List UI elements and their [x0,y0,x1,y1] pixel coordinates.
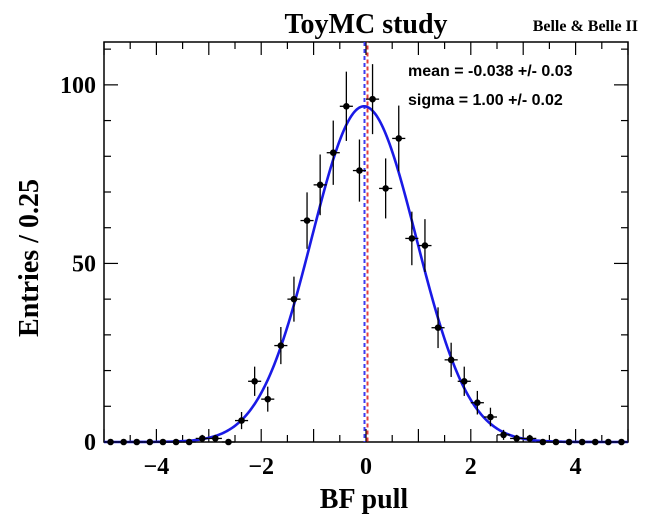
data-point [143,438,157,446]
y-tick-label: 0 [84,430,96,456]
data-point-marker [107,438,114,446]
data-point-marker [552,438,560,446]
x-tick-label: −2 [248,454,274,480]
data-point [431,307,445,349]
x-axis-label: BF pull [320,484,409,515]
data-point [614,438,628,446]
data-point [195,434,209,442]
data-point-marker [316,181,324,189]
x-tick-label: −4 [144,454,170,480]
data-point [601,438,615,446]
data-point [300,192,314,249]
data-point [248,366,262,396]
data-point [470,390,484,415]
data-point-marker [146,438,154,446]
data-point-marker [369,95,376,103]
data-point [562,438,576,446]
data-point [287,276,301,322]
data-point-marker [539,438,547,446]
annotation-sigma: sigma = 1.00 +/- 0.02 [408,92,563,109]
y-tick-label: 100 [60,73,96,99]
data-point-marker [591,438,599,446]
data-point-marker [565,438,573,446]
data-point-marker [513,435,520,442]
data-point [379,158,393,219]
data-point [457,366,471,396]
data-point [221,438,235,446]
data-point [444,342,458,377]
data-point [326,120,340,185]
data-point-marker [526,435,534,442]
data-point-marker [185,438,193,446]
data-point [536,438,550,446]
data-point [261,386,275,412]
data-point-marker [578,438,586,446]
data-point-marker [487,413,494,421]
data-point-marker [382,185,389,192]
data-point-marker [329,149,337,157]
data-point-marker [343,102,350,110]
axes: −4 −2 0 2 4 0 50 100 [60,41,629,480]
data-point-marker [120,438,127,446]
data-point-marker [303,217,311,224]
data-point [313,154,327,216]
data-point [483,407,497,427]
data-point [588,438,602,446]
annotation-mean: mean = -0.038 +/- 0.03 [408,63,573,80]
data-point [235,412,249,430]
data-point-marker [212,435,219,442]
data-point [182,438,196,446]
data-point-marker [395,135,403,142]
data-point [510,434,524,442]
x-tick-label: 4 [570,454,582,480]
data-point [366,64,380,135]
data-point-marker [277,342,285,349]
data-point [575,438,589,446]
data-point-marker [159,438,167,446]
y-axis-label: Entries / 0.25 [14,179,45,337]
data-point [392,105,406,172]
chart-subtitle: Belle & Belle II [533,18,638,35]
fit-curve [104,105,628,444]
y-tick-label: 50 [72,251,96,277]
data-point [497,429,511,440]
data-point [405,211,419,266]
data-point [418,219,432,272]
data-point-marker [251,377,258,385]
data-layer [104,42,628,446]
data-point-marker [225,438,232,446]
data-point [156,438,170,446]
data-point-marker [500,431,507,439]
data-point-marker [618,438,625,446]
data-point [130,438,144,446]
data-point [549,438,563,446]
data-point-marker [474,399,481,407]
data-point-marker [133,438,141,446]
data-point-marker [447,356,455,364]
data-point [352,139,366,202]
data-point-marker [421,242,429,249]
data-point-marker [290,295,298,303]
chart-title: ToyMC study [284,9,447,40]
data-point [523,434,537,442]
data-point-marker [356,167,363,174]
data-point-marker [198,435,206,442]
data-point-marker [605,438,612,446]
data-point-marker [264,395,272,403]
data-point [274,327,288,365]
x-tick-label: 0 [360,454,372,480]
data-point [339,71,353,141]
data-point [104,438,118,446]
data-point-marker [408,235,416,242]
x-tick-label: 2 [465,454,477,480]
data-point [169,438,183,446]
data-point [208,434,222,442]
data-point [117,438,131,446]
data-point-marker [434,324,442,332]
data-point-marker [172,438,180,446]
data-point-marker [460,377,468,385]
data-point-marker [238,417,245,424]
